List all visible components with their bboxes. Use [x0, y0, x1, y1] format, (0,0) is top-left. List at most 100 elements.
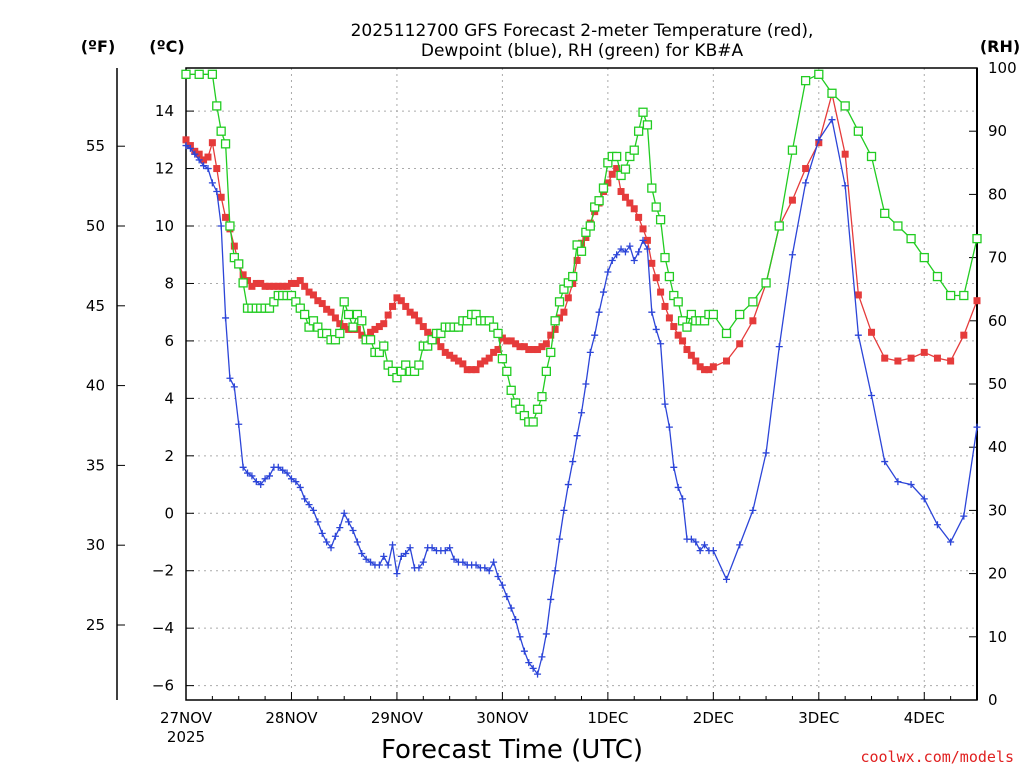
rh-tick-label: 60 — [988, 312, 1007, 330]
x-tick-label: 1DEC — [587, 709, 628, 727]
temperature-point — [802, 165, 810, 173]
dewpoint-point — [687, 535, 695, 543]
relative-humidity-point — [655, 215, 666, 225]
temperature-point — [696, 363, 704, 371]
temperature-point — [512, 340, 520, 348]
x-tick-label: 28NOV — [265, 709, 318, 727]
relative-humidity-point — [181, 69, 191, 79]
dewpoint-point — [788, 251, 796, 259]
temperature-point — [270, 282, 278, 290]
dewpoint-markers — [182, 116, 981, 678]
dewpoint-point — [635, 248, 643, 256]
x-tick-label: 30NOV — [476, 709, 529, 727]
dewpoint-point — [305, 501, 313, 509]
temperature-point — [318, 300, 326, 308]
relative-humidity-point — [840, 101, 850, 111]
temperature-point — [683, 346, 691, 354]
dewpoint-point — [604, 268, 612, 276]
dewpoint-point — [503, 593, 511, 601]
temperature-point — [340, 323, 348, 331]
relative-humidity-point — [497, 354, 508, 364]
rh-tick-label: 100 — [988, 59, 1017, 77]
series-layer — [181, 69, 982, 678]
dewpoint-point — [973, 423, 981, 431]
dewpoint-point — [815, 136, 823, 144]
dewpoint-point — [494, 572, 502, 580]
temperature-point — [450, 354, 458, 362]
relative-humidity-point — [357, 316, 367, 326]
dewpoint-point — [525, 659, 533, 667]
fahrenheit-tick-label: 55 — [86, 137, 105, 155]
dewpoint-point — [353, 538, 361, 546]
relative-humidity-point — [238, 278, 248, 288]
dewpoint-point — [538, 653, 546, 661]
temperature-point — [323, 305, 331, 313]
temperature-point — [709, 363, 717, 371]
dewpoint-point — [626, 242, 634, 250]
dewpoint-point — [384, 561, 392, 569]
dewpoint-point — [257, 481, 265, 489]
temperature-point — [507, 337, 515, 345]
dewpoint-point — [613, 251, 621, 259]
temperature-point — [301, 282, 309, 290]
rh-tick-label: 70 — [988, 249, 1007, 267]
temperature-point — [424, 328, 432, 336]
dewpoint-point — [542, 630, 550, 638]
temperature-point — [222, 213, 230, 221]
temperature-point — [920, 348, 928, 356]
dewpoint-point — [327, 544, 335, 552]
fahrenheit-unit-label: (ºF) — [81, 37, 116, 56]
relative-humidity-point — [234, 259, 244, 269]
relative-humidity-point — [893, 221, 903, 231]
temperature-point — [367, 328, 375, 336]
relative-humidity-point — [220, 139, 231, 149]
dewpoint-point — [608, 256, 616, 264]
relative-humidity-markers — [181, 69, 982, 427]
temperature-point — [608, 170, 616, 178]
temperature-point — [415, 317, 423, 325]
temperature-point — [736, 340, 744, 348]
dewpoint-point — [208, 179, 216, 187]
rh-tick-label: 10 — [988, 628, 1007, 646]
dewpoint-point — [709, 547, 717, 555]
relative-humidity-point — [735, 309, 745, 320]
relative-humidity-point — [541, 366, 551, 377]
relative-humidity-point — [335, 328, 345, 339]
dewpoint-point — [617, 245, 625, 253]
temperature-point — [274, 282, 282, 290]
temperature-point — [538, 343, 546, 351]
relative-humidity-point — [800, 75, 811, 86]
dewpoint-point — [397, 552, 405, 560]
relative-humidity-point — [554, 297, 565, 307]
x-tick-sublabel: 2025 — [167, 728, 205, 746]
dewpoint-point — [749, 506, 757, 514]
celsius-tick-label: 12 — [155, 160, 174, 178]
dewpoint-point — [573, 432, 581, 440]
dewpoint-point — [314, 518, 322, 526]
temperature-point — [494, 346, 502, 354]
temperature-point — [582, 233, 590, 241]
rh-tick-label: 80 — [988, 185, 1007, 203]
temperature-point — [854, 291, 862, 299]
dewpoint-point — [200, 162, 208, 170]
dewpoint-point — [490, 558, 498, 566]
relative-humidity-point — [207, 69, 218, 79]
dewpoint-point — [529, 664, 537, 672]
rh-tick-label: 50 — [988, 375, 1007, 393]
temperature-point — [296, 277, 304, 285]
temperature-point — [472, 366, 480, 374]
dewpoint-point — [586, 348, 594, 356]
relative-humidity-point — [502, 366, 512, 377]
relative-humidity-point — [365, 335, 376, 345]
temperature-point — [230, 242, 238, 250]
relative-humidity-point — [339, 297, 349, 307]
dewpoint-point — [389, 541, 397, 549]
relative-humidity-point — [682, 322, 692, 332]
relative-humidity-point — [629, 145, 639, 155]
dewpoint-point — [679, 495, 687, 503]
temperature-point — [287, 279, 295, 287]
dewpoint-point — [481, 564, 489, 572]
dewpoint-point — [960, 512, 968, 520]
